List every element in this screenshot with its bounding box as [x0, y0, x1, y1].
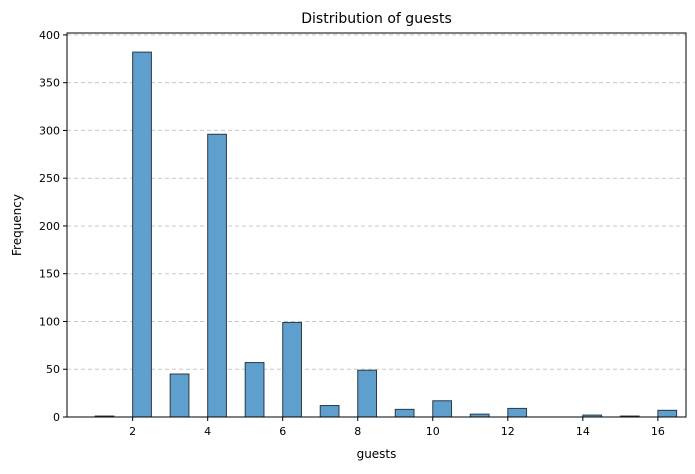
histogram-bar: [432, 400, 453, 418]
x-tick-label: 16: [651, 425, 665, 438]
y-tick-label: 0: [53, 411, 60, 424]
histogram-bar: [169, 373, 190, 418]
histogram-bar: [507, 407, 528, 418]
histogram-bar: [357, 369, 378, 418]
x-tick-label: 14: [576, 425, 590, 438]
y-tick-label: 150: [39, 268, 60, 281]
y-tick-label: 250: [39, 172, 60, 185]
histogram-bar: [319, 405, 340, 418]
y-tick-label: 400: [39, 29, 60, 42]
histogram-bar: [244, 362, 265, 418]
y-tick-label: 50: [46, 363, 60, 376]
y-tick-label: 100: [39, 315, 60, 328]
bar-layer: [94, 51, 678, 418]
histogram-bar: [207, 133, 227, 418]
histogram-bar: [394, 408, 415, 418]
histogram-bar: [132, 51, 152, 418]
x-axis-label: guests: [357, 447, 397, 461]
histogram-bar: [282, 321, 302, 418]
histogram-bar: [657, 409, 678, 418]
x-tick-label: 4: [204, 425, 211, 438]
y-tick-label: 300: [39, 124, 60, 137]
tick-layer: 0 50 100 150 200 250 300 350 400 2 4 6 8 10 12 14 16: [39, 29, 665, 438]
y-tick-label: 200: [39, 220, 60, 233]
x-tick-label: 10: [426, 425, 440, 438]
x-tick-label: 2: [129, 425, 136, 438]
grid-layer: [67, 34, 686, 370]
y-axis-label: Frequency: [10, 194, 24, 256]
y-tick-label: 350: [39, 77, 60, 90]
x-tick-label: 6: [279, 425, 286, 438]
chart-title: Distribution of guests: [301, 11, 452, 27]
plot-frame: [66, 32, 687, 418]
x-tick-label: 8: [354, 425, 361, 438]
x-tick-label: 12: [501, 425, 515, 438]
